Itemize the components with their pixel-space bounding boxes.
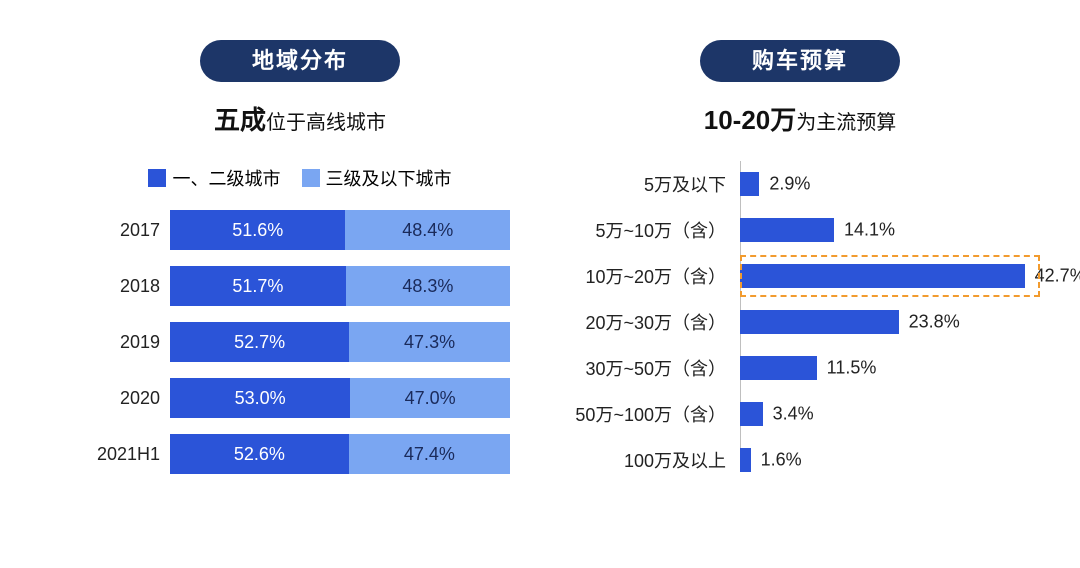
stacked-bar-track: 52.7%47.3% xyxy=(170,322,510,362)
stacked-segment-secondary: 47.4% xyxy=(349,434,510,474)
hbar-bar xyxy=(740,402,763,426)
stacked-segment-secondary: 47.0% xyxy=(350,378,510,418)
hbar-slot: 14.1% xyxy=(740,218,1040,242)
budget-panel: 购车预算 10-20万为主流预算 5万及以下 2.9% 5万~10万（含） 14.1%… xyxy=(560,40,1040,491)
hbar-slot: 3.4% xyxy=(740,402,1040,426)
hbar-bar xyxy=(740,448,751,472)
hbar-value-label: 3.4% xyxy=(773,404,814,425)
stacked-segment-primary: 52.7% xyxy=(170,322,349,362)
stacked-segment-primary: 53.0% xyxy=(170,378,350,418)
hbar-row-label: 5万及以下 xyxy=(560,171,740,197)
hbar-row-label: 50万~100万（含） xyxy=(560,401,740,427)
hbar-value-label: 11.5% xyxy=(827,358,877,379)
stacked-segment-secondary: 48.3% xyxy=(346,266,510,306)
hbar-value-label: 2.9% xyxy=(769,174,810,195)
stacked-segment-primary: 51.6% xyxy=(170,210,345,250)
hbar-slot: 1.6% xyxy=(740,448,1040,472)
region-subtitle-bold: 五成 xyxy=(214,105,266,135)
stacked-bar-track: 52.6%47.4% xyxy=(170,434,510,474)
stacked-bar-track: 51.7%48.3% xyxy=(170,266,510,306)
stacked-row: 202053.0%47.0% xyxy=(90,378,510,418)
hbar-value-label: 23.8% xyxy=(909,312,960,333)
hbar-row: 100万及以上 1.6% xyxy=(560,445,1040,475)
budget-subtitle: 10-20万为主流预算 xyxy=(560,100,1040,137)
hbar-row: 10万~20万（含）42.7% xyxy=(560,261,1040,291)
stacked-bar-track: 51.6%48.4% xyxy=(170,210,510,250)
region-subtitle-rest: 位于高线城市 xyxy=(266,112,386,134)
stacked-row-label: 2018 xyxy=(90,276,170,297)
legend-primary-swatch xyxy=(148,169,166,187)
hbar-row-label: 10万~20万（含） xyxy=(560,263,740,289)
hbar-bar xyxy=(740,310,899,334)
stacked-row-label: 2017 xyxy=(90,220,170,241)
stacked-segment-secondary: 47.3% xyxy=(349,322,510,362)
stacked-segment-primary: 51.7% xyxy=(170,266,346,306)
region-subtitle: 五成位于高线城市 xyxy=(90,100,510,137)
region-distribution-panel: 地域分布 五成位于高线城市 一、二级城市 三级及以下城市 201751.6%48… xyxy=(90,40,510,490)
stacked-bar-track: 53.0%47.0% xyxy=(170,378,510,418)
stacked-segment-secondary: 48.4% xyxy=(345,210,510,250)
hbar-slot: 42.7% xyxy=(740,264,1040,288)
legend-primary-label: 一、二级城市 xyxy=(172,165,280,191)
hbar-row-label: 20万~30万（含） xyxy=(560,309,740,335)
hbar-slot: 2.9% xyxy=(740,172,1040,196)
hbar-row-label: 30万~50万（含） xyxy=(560,355,740,381)
stacked-row: 2021H152.6%47.4% xyxy=(90,434,510,474)
stacked-segment-primary: 52.6% xyxy=(170,434,349,474)
stacked-row: 201952.7%47.3% xyxy=(90,322,510,362)
budget-bar-chart: 5万及以下2.9%5万~10万（含）14.1%10万~20万（含）42.7%20… xyxy=(560,165,1040,475)
hbar-bar xyxy=(740,264,1025,288)
stacked-row: 201851.7%48.3% xyxy=(90,266,510,306)
hbar-row: 20万~30万（含） 23.8% xyxy=(560,307,1040,337)
legend-primary: 一、二级城市 xyxy=(148,165,280,191)
hbar-value-label: 14.1% xyxy=(844,220,895,241)
hbar-slot: 23.8% xyxy=(740,310,1040,334)
hbar-row: 30万~50万（含） 11.5% xyxy=(560,353,1040,383)
budget-subtitle-rest: 为主流预算 xyxy=(796,112,896,134)
legend-secondary: 三级及以下城市 xyxy=(302,165,452,191)
hbar-row: 5万及以下 2.9% xyxy=(560,169,1040,199)
hbar-bar xyxy=(740,218,834,242)
stacked-row-label: 2020 xyxy=(90,388,170,409)
hbar-row: 5万~10万（含） 14.1% xyxy=(560,215,1040,245)
hbar-bar xyxy=(740,356,817,380)
region-pill: 地域分布 xyxy=(200,40,400,82)
stacked-row-label: 2019 xyxy=(90,332,170,353)
hbar-row-label: 5万~10万（含） xyxy=(560,217,740,243)
legend-secondary-swatch xyxy=(302,169,320,187)
hbar-slot: 11.5% xyxy=(740,356,1040,380)
stacked-row-label: 2021H1 xyxy=(90,444,170,465)
region-stacked-chart: 201751.6%48.4%201851.7%48.3%201952.7%47.… xyxy=(90,210,510,474)
budget-subtitle-bold: 10-20万 xyxy=(704,105,797,135)
region-legend: 一、二级城市 三级及以下城市 xyxy=(90,165,510,192)
hbar-value-label: 42.7% xyxy=(1035,266,1080,287)
hbar-row: 50万~100万（含） 3.4% xyxy=(560,399,1040,429)
legend-secondary-label: 三级及以下城市 xyxy=(326,165,452,191)
hbar-row-label: 100万及以上 xyxy=(560,447,740,473)
budget-pill: 购车预算 xyxy=(700,40,900,82)
hbar-value-label: 1.6% xyxy=(761,450,802,471)
hbar-bar xyxy=(740,172,759,196)
stacked-row: 201751.6%48.4% xyxy=(90,210,510,250)
